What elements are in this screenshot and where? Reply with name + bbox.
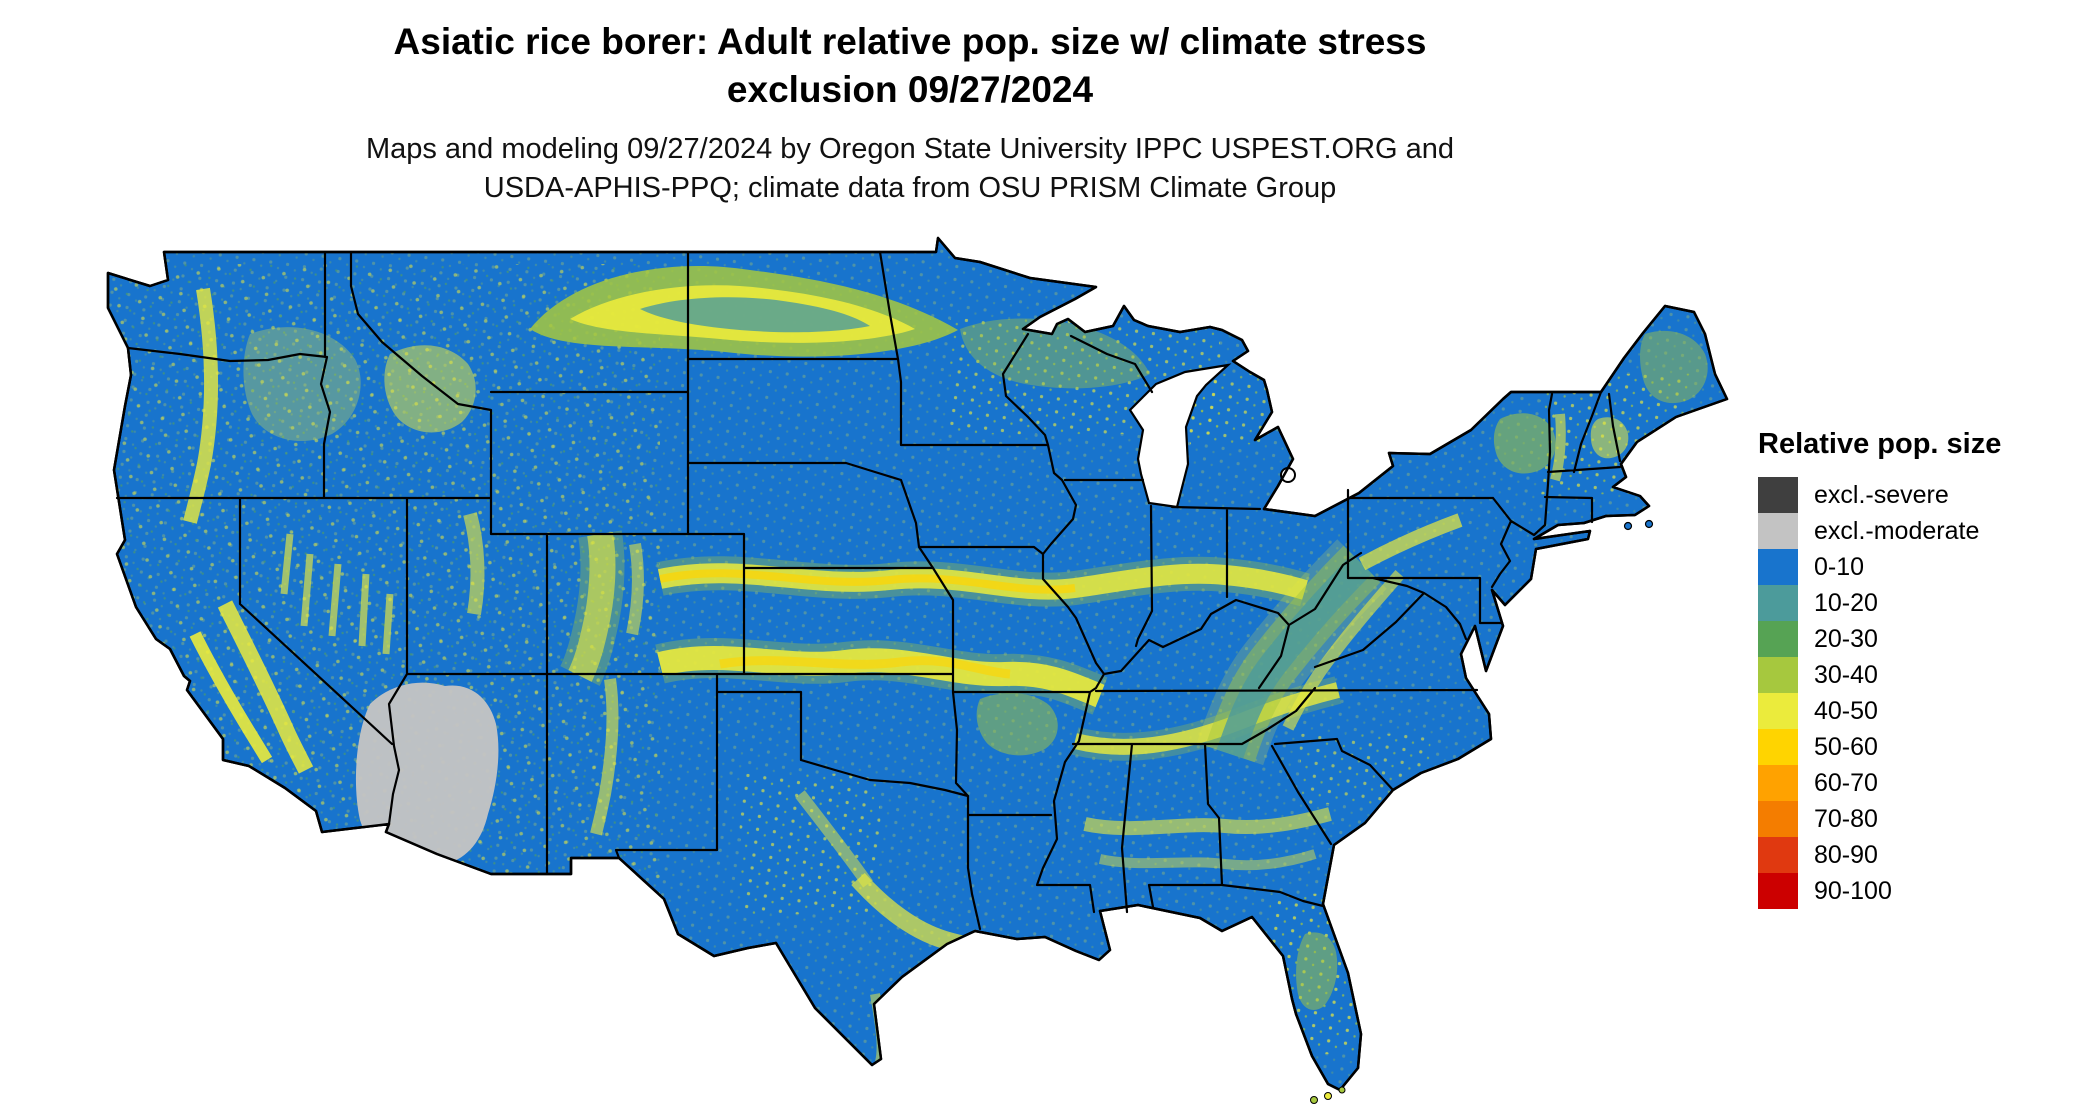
legend-item-60-70: 60-70 [1758,765,2088,801]
legend-label: 80-90 [1814,840,1878,869]
subtitle-line-2: USDA-APHIS-PPQ; climate data from OSU PR… [483,172,1337,205]
exclusion-zone-gray [355,682,499,867]
title-line-2: exclusion 09/27/2024 [726,69,1094,111]
legend-item-0-10: 0-10 [1758,549,2088,585]
legend-swatch [1758,621,1798,657]
us-risk-map [100,234,1730,1114]
legend-swatch [1758,765,1798,801]
legend-swatch [1758,585,1798,621]
legend-swatch [1758,657,1798,693]
legend-label: excl.-moderate [1814,516,1980,545]
legend-swatch [1758,693,1798,729]
legend-label: 60-70 [1814,768,1878,797]
legend-item-90-100: 90-100 [1758,873,2088,909]
legend-item-80-90: 80-90 [1758,837,2088,873]
legend-swatch [1758,477,1798,513]
legend-item-excl-severe: excl.-severe [1758,477,2088,513]
legend-label: 90-100 [1814,876,1892,905]
legend-swatch [1758,801,1798,837]
subtitle-line-1: Maps and modeling 09/27/2024 by Oregon S… [365,133,1455,166]
legend-item-10-20: 10-20 [1758,585,2088,621]
map-header: Asiatic rice borer: Adult relative pop. … [0,18,1820,208]
title-line-1: Asiatic rice borer: Adult relative pop. … [393,21,1427,62]
legend-label: 70-80 [1814,804,1878,833]
legend-label: 50-60 [1814,732,1878,761]
legend-swatch [1758,513,1798,549]
page-title: Asiatic rice borer: Adult relative pop. … [0,18,1820,114]
legend-item-50-60: 50-60 [1758,729,2088,765]
legend-item-20-30: 20-30 [1758,621,2088,657]
coastal-islands [1310,519,1654,1104]
legend-label: excl.-severe [1814,480,1949,509]
legend-label: 20-30 [1814,624,1878,653]
legend-swatch [1758,873,1798,909]
page-subtitle: Maps and modeling 09/27/2024 by Oregon S… [0,130,1820,208]
legend-swatch [1758,729,1798,765]
legend-item-30-40: 30-40 [1758,657,2088,693]
legend-item-40-50: 40-50 [1758,693,2088,729]
legend-label: 0-10 [1814,552,1865,581]
state-borders [115,250,1622,931]
legend-label: 30-40 [1814,660,1878,689]
legend-swatch [1758,837,1798,873]
conus-map-svg [106,236,1729,1104]
legend-item-70-80: 70-80 [1758,801,2088,837]
legend-item-excl-moderate: excl.-moderate [1758,513,2088,549]
legend-label: 10-20 [1814,588,1878,617]
legend-label: 40-50 [1814,696,1878,725]
legend-title: Relative pop. size [1758,428,2002,460]
legend-swatch [1758,549,1798,585]
legend: Relative pop. size excl.-severe excl.-mo… [1758,428,2088,909]
